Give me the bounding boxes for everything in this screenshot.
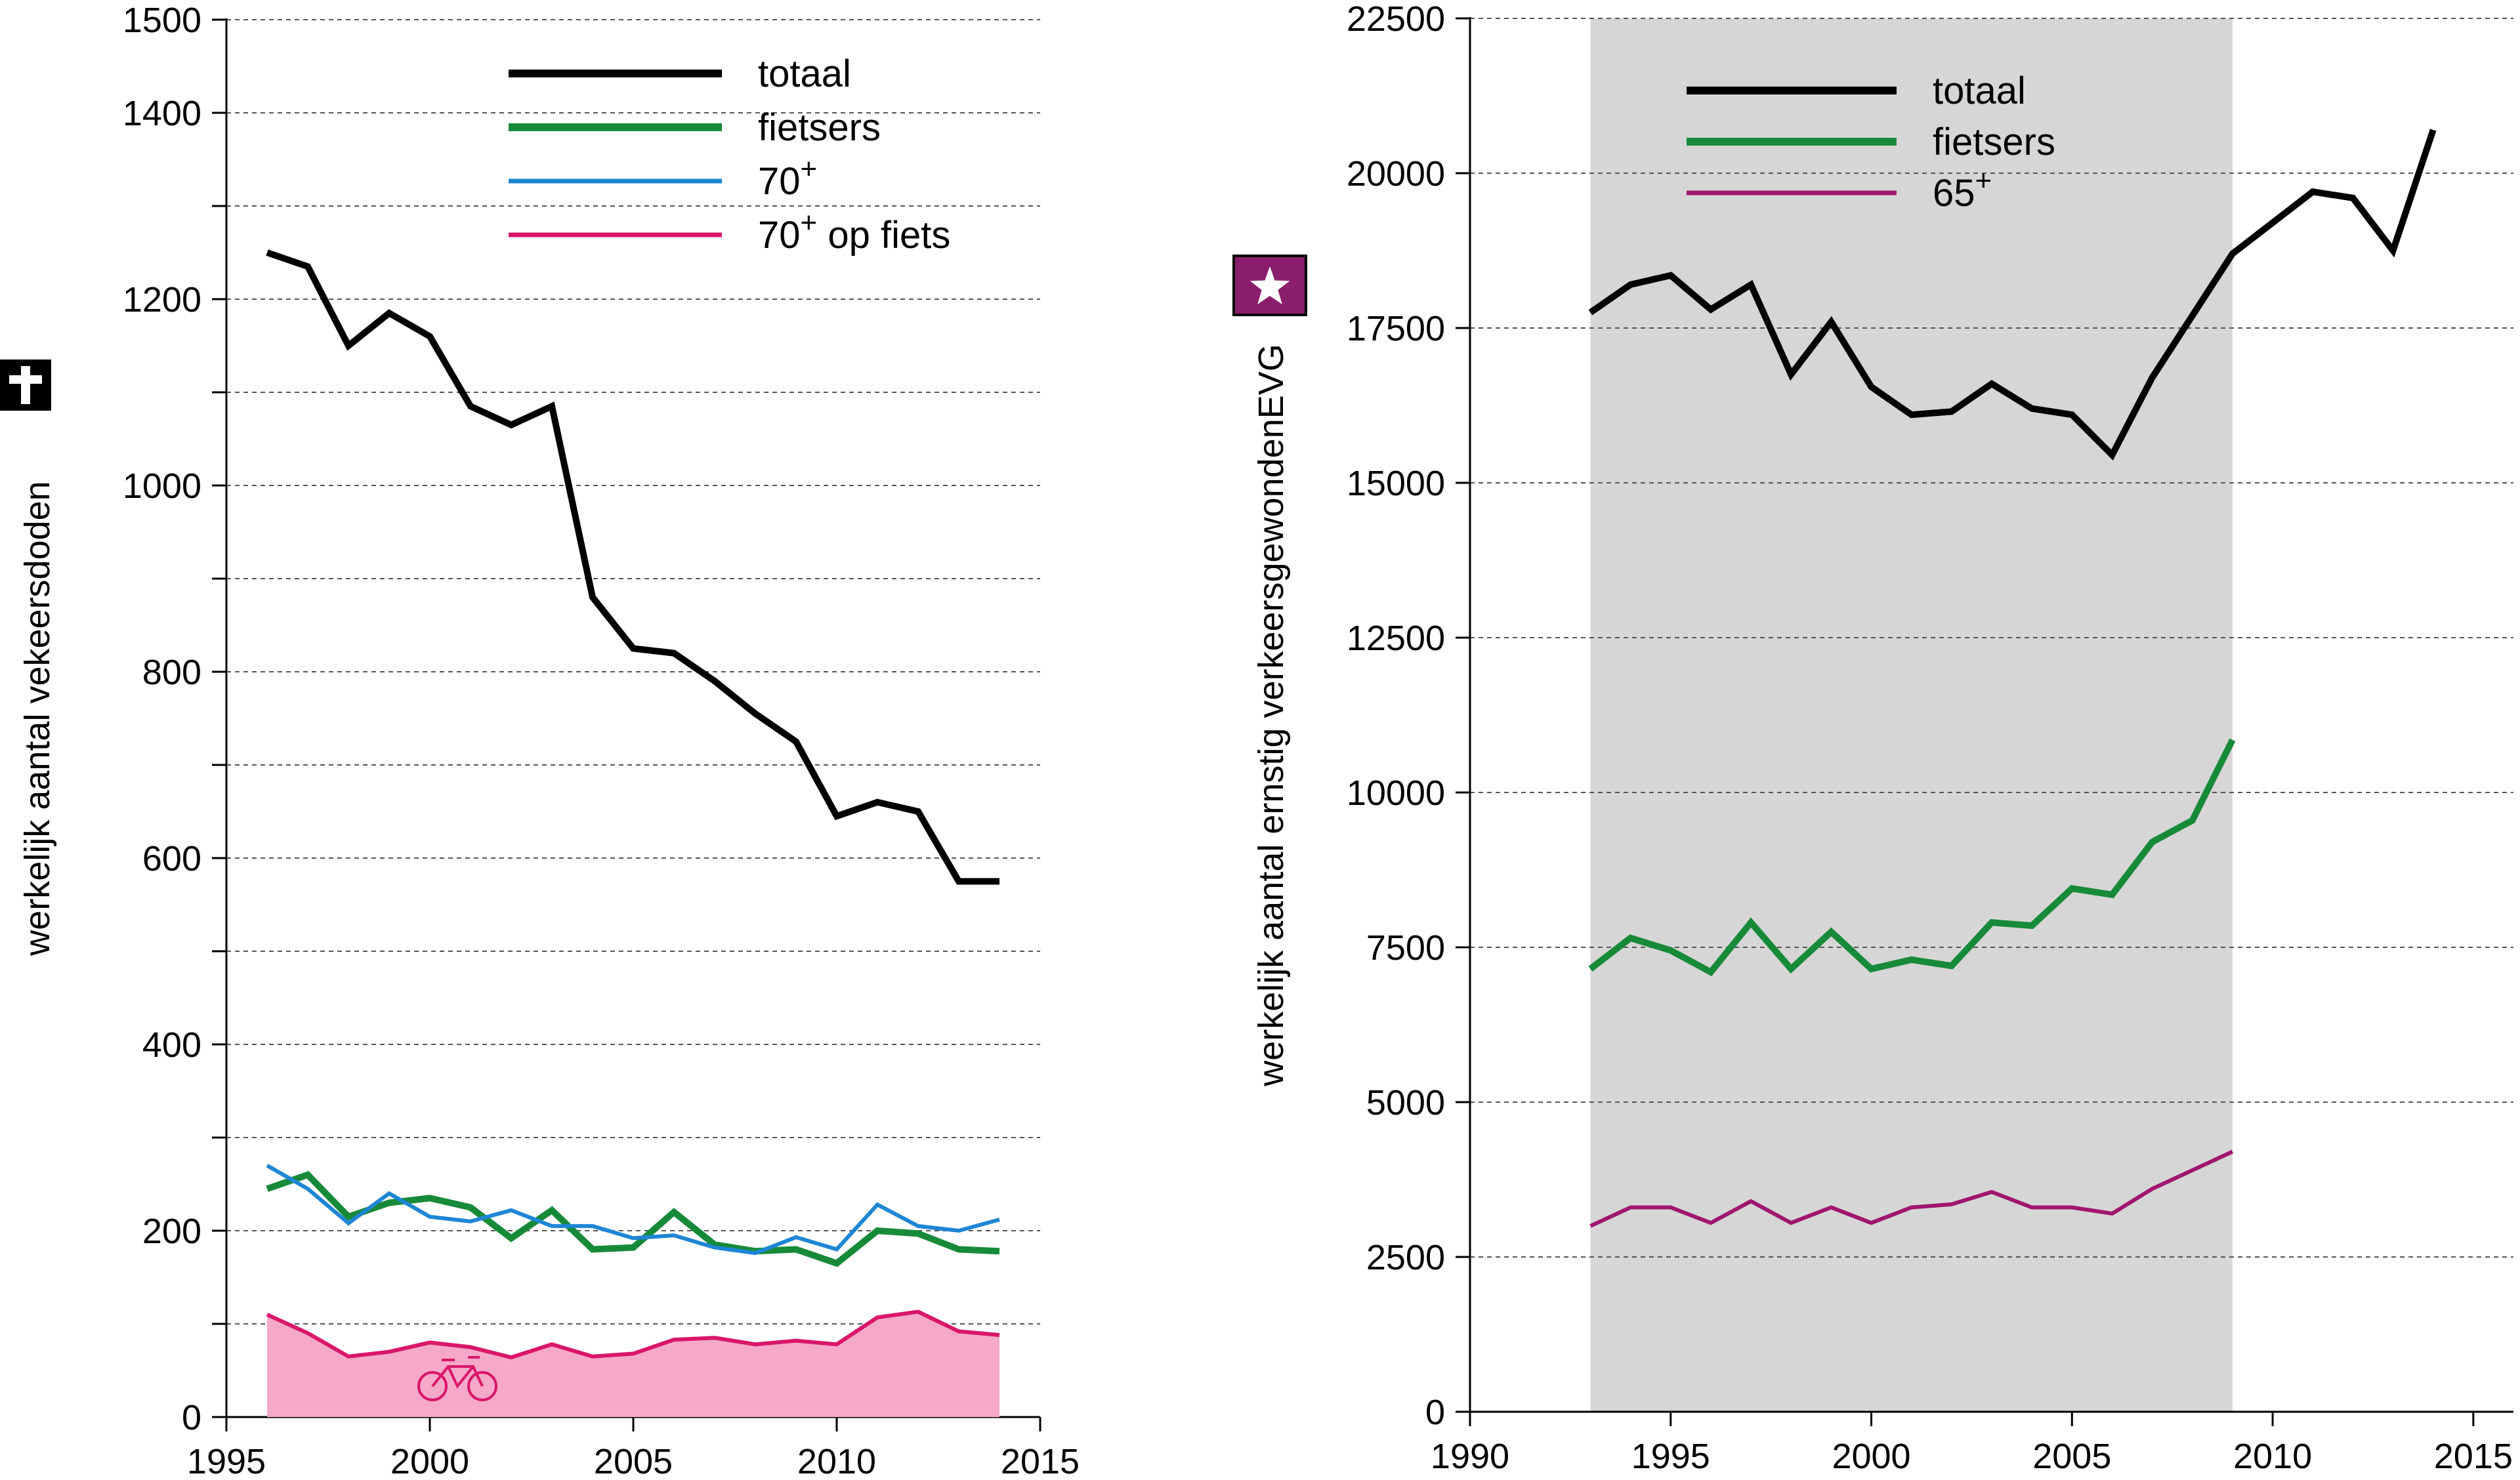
x-tick-label: 2005 [2032, 1437, 2111, 1476]
star-icon [1232, 255, 1307, 316]
legend-label: fietsers [758, 106, 881, 149]
x-tick-label: 1990 [1431, 1437, 1509, 1476]
series-line-70-plus-op-fiets [266, 1309, 1000, 1360]
series-line-fietsers [266, 1171, 1000, 1267]
y-tick-label: 1200 [123, 280, 201, 319]
y-tick-label: 20000 [1347, 154, 1445, 194]
y-tick-label: 1400 [123, 94, 201, 133]
x-tick-label: 2005 [594, 1442, 673, 1480]
legend-label: fietsers [1933, 121, 2055, 163]
y-tick-label: 0 [1425, 1393, 1445, 1432]
y-axis-title: werkelijk aantal ernstig verkeersgewonde… [1251, 344, 1291, 1087]
cross-icon [0, 360, 51, 411]
y-tick-label: 17500 [1347, 309, 1445, 348]
shaded-period [1590, 18, 2233, 1412]
legend-label: totaal [1933, 70, 2026, 112]
legend-label: 70+ [758, 153, 817, 203]
y-tick-label: 2500 [1366, 1238, 1445, 1277]
y-tick-label: 12500 [1347, 619, 1445, 658]
x-tick-label: 2015 [1001, 1442, 1080, 1480]
x-tick-label: 2010 [797, 1442, 876, 1480]
chart-1: 0 200 400 600 800 1000 1200 1400 1500 1995 2000 200… [0, 1, 1080, 1480]
y-tick-label: 5000 [1366, 1083, 1445, 1122]
y-tick-label: 7500 [1366, 928, 1445, 968]
legend-label: totaal [758, 52, 851, 95]
y-tick-label: 400 [142, 1025, 201, 1065]
x-tick-label: 2015 [2434, 1437, 2513, 1476]
x-tick-label: 1995 [1631, 1437, 1710, 1476]
series-line-totaal [266, 249, 999, 885]
y-tick-label: 10000 [1347, 773, 1445, 813]
x-tick-label: 2000 [1832, 1437, 1910, 1476]
y-tick-label: 800 [142, 653, 201, 692]
chart-2: 0 2500 5000 7500 10000 12500 15000 17500 20000 22… [1232, 0, 2513, 1476]
series-line-65-plus [1589, 1149, 2234, 1228]
x-tick-label: 2010 [2233, 1437, 2312, 1476]
series-line-fietsers [1588, 738, 2236, 977]
series-line-70-plus [266, 1163, 1000, 1256]
y-tick-label: 22500 [1347, 0, 1445, 39]
legend-label: 70+ op fiets [758, 207, 950, 257]
bicycle-icon [417, 1356, 497, 1401]
y-tick-label: 200 [142, 1212, 201, 1251]
y-tick-label: 15000 [1347, 464, 1445, 503]
series-line-totaal [1588, 129, 2437, 461]
y-tick-label: 1000 [123, 466, 201, 506]
x-tick-label: 1995 [187, 1442, 266, 1480]
y-tick-label: 600 [142, 839, 201, 878]
x-tick-label: 2000 [390, 1442, 469, 1480]
series-area-70-plus-op-fiets [267, 1311, 999, 1417]
y-tick-label: 0 [182, 1398, 201, 1437]
y-axis-title: werkelijk aantal vekeersdoden [18, 481, 57, 956]
y-tick-label: 1500 [123, 1, 201, 40]
